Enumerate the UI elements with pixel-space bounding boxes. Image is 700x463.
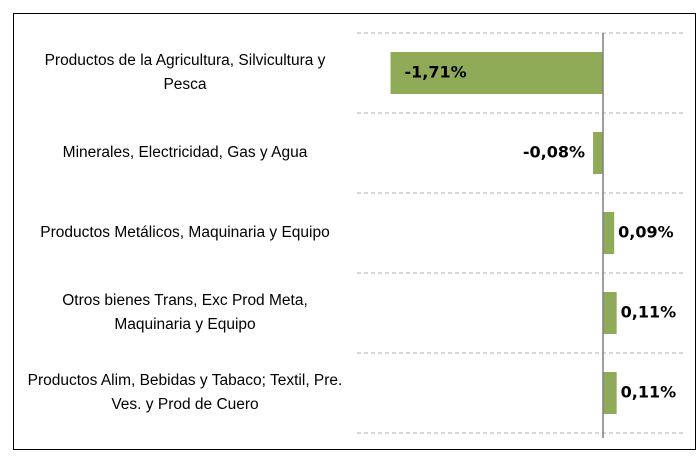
bar — [390, 52, 603, 94]
value-label: 0,11% — [621, 383, 677, 402]
bar — [593, 132, 603, 174]
category-label: Productos de la Agricultura, Silvicultur… — [44, 52, 326, 93]
value-label: -0,08% — [523, 143, 585, 162]
value-label: 0,09% — [618, 223, 674, 242]
category-label: Otros bienes Trans, Exc Prod Meta, Maqui… — [62, 292, 308, 333]
bar — [603, 292, 617, 334]
bar — [603, 372, 617, 414]
bar — [603, 212, 615, 254]
category-label: Productos Alim, Bebidas y Tabaco; Textil… — [27, 372, 343, 413]
chart-frame — [13, 13, 696, 450]
value-label: 0,11% — [621, 303, 677, 322]
category-label: Minerales, Electricidad, Gas y Agua — [62, 144, 308, 161]
category-label: Productos Metálicos, Maquinaria y Equipo — [40, 224, 330, 241]
value-label: -1,71% — [405, 63, 467, 82]
